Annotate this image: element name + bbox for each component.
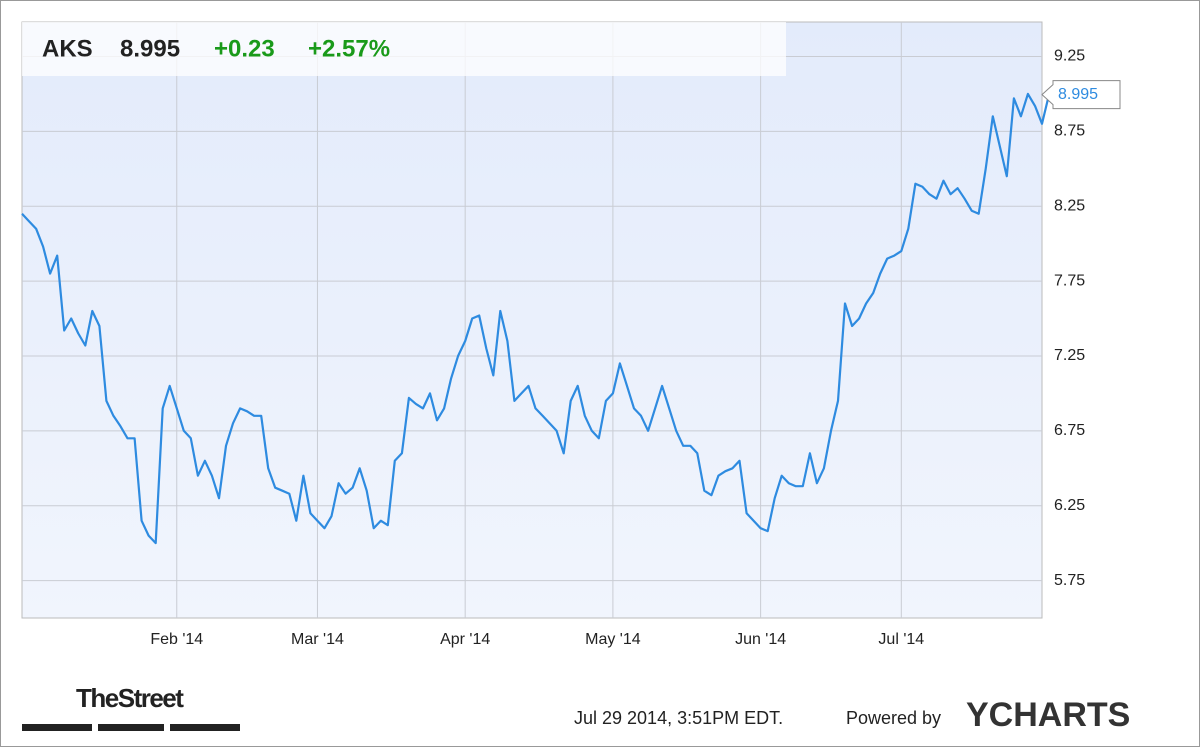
x-tick-label: May '14 — [585, 631, 641, 648]
last-price-callout — [1041, 80, 1121, 110]
header-box — [22, 22, 786, 76]
price-line — [21, 92, 1051, 545]
ticker: AKS — [42, 35, 93, 62]
logo: YCHARTS — [966, 696, 1130, 734]
powered-by: Powered by — [846, 708, 941, 728]
last-price-label: 8.995 — [1058, 86, 1098, 103]
brand: TheStreet — [76, 683, 184, 713]
y-tick-label: 8.25 — [1054, 197, 1085, 214]
x-tick-label: Feb '14 — [150, 631, 203, 648]
y-tick-label: 7.25 — [1054, 347, 1085, 364]
change: +0.23 — [214, 35, 275, 62]
x-tick-label: Jul '14 — [878, 631, 924, 648]
grid — [22, 22, 1042, 618]
y-tick-label: 5.75 — [1054, 572, 1085, 589]
x-tick-label: Jun '14 — [735, 631, 786, 648]
x-tick-label: Mar '14 — [291, 631, 344, 648]
y-tick-label: 6.25 — [1054, 497, 1085, 514]
y-tick-label: 8.75 — [1054, 123, 1085, 140]
brand-bar — [98, 724, 164, 731]
y-tick-label: 9.25 — [1054, 48, 1085, 65]
plot-area — [21, 21, 1043, 619]
brand-bar — [170, 724, 240, 731]
x-tick-label: Apr '14 — [440, 631, 490, 648]
y-tick-label: 7.75 — [1054, 272, 1085, 289]
y-tick-label: 6.75 — [1054, 422, 1085, 439]
price: 8.995 — [120, 35, 180, 62]
timestamp: Jul 29 2014, 3:51PM EDT. — [574, 708, 783, 728]
brand-bar — [22, 724, 92, 731]
change-percent: +2.57% — [308, 35, 390, 62]
